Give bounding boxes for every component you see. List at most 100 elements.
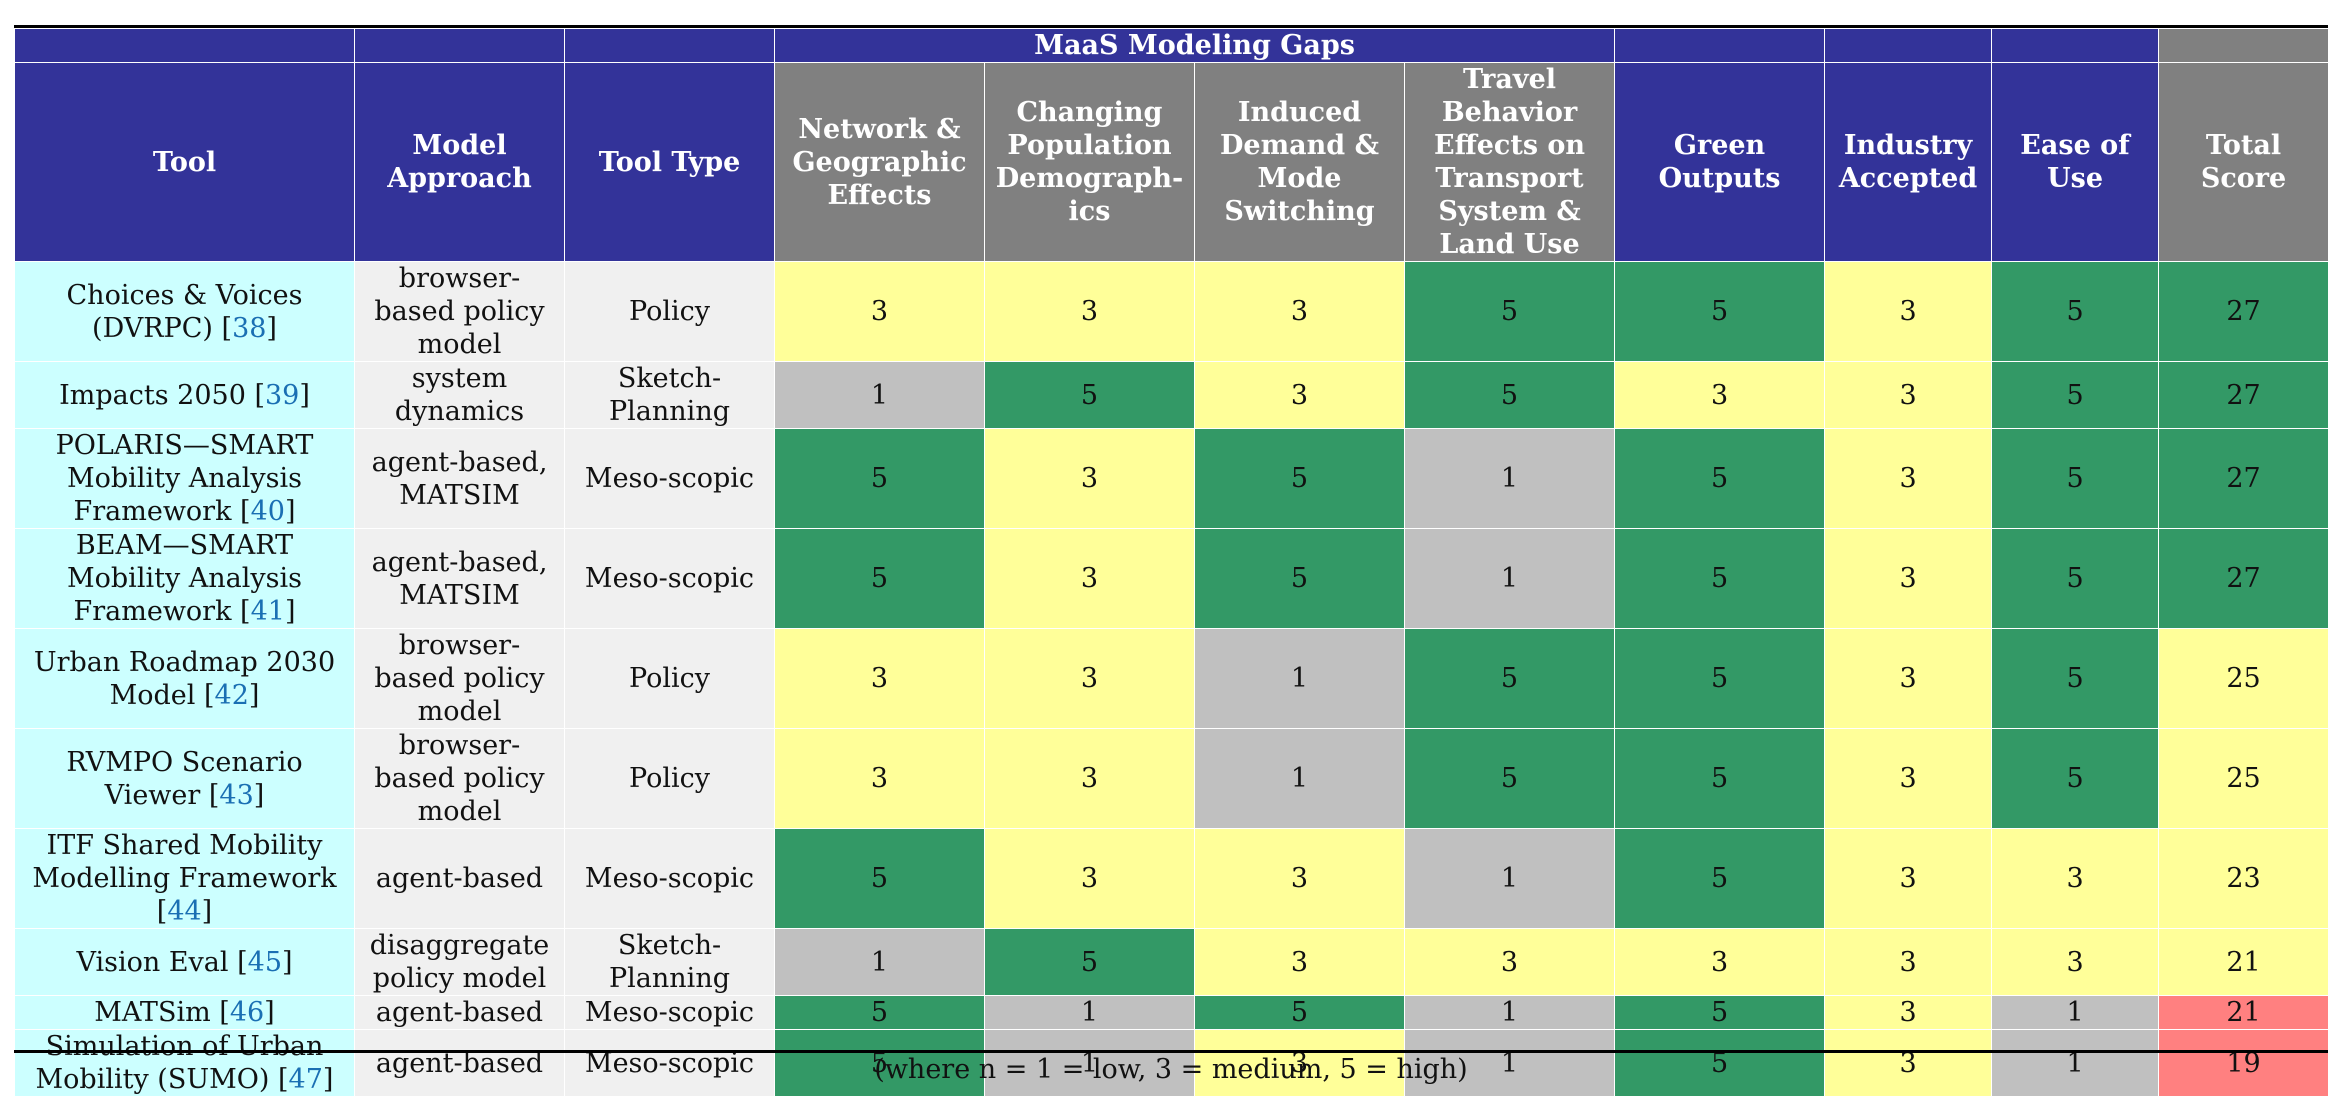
score-cell: 5: [1403, 628, 1616, 729]
table-body: Choices & Voices (DVRPC) [38] browser-bas…: [14, 261, 2330, 1097]
total-score-cell: 21: [2158, 995, 2330, 1030]
score-cell: 1: [1194, 728, 1405, 829]
table-row: Urban Roadmap 2030 Model [42] browser-bas…: [14, 628, 2330, 729]
tool-type-cell: Meso-scopic: [564, 428, 775, 529]
score-cell: 3: [1824, 628, 1993, 729]
tool-name: RVMPO Scenario Viewer: [66, 746, 303, 811]
tool-name: Choices & Voices (DVRPC): [66, 279, 303, 344]
citation-link[interactable]: 38: [232, 312, 267, 344]
citation-link[interactable]: 41: [250, 596, 285, 627]
model-approach-cell: browser-based policy model: [354, 728, 565, 829]
score-cell: 5: [1614, 261, 1826, 362]
score-cell: 3: [984, 428, 1195, 529]
tool-type-cell: Sketch-Planning: [564, 361, 775, 429]
score-cell: 3: [1824, 728, 1993, 829]
table-row: Choices & Voices (DVRPC) [38] browser-bas…: [14, 261, 2330, 362]
model-approach-cell: agent-based, MATSIM: [354, 428, 565, 529]
table-row: Impacts 2050 [39] system dynamics Sketch-P…: [14, 361, 2330, 429]
score-cell: 3: [1991, 828, 2160, 929]
table-row: POLARIS—SMART Mobility Analysis Framewor…: [14, 428, 2330, 529]
score-cell: 3: [1824, 828, 1993, 929]
score-cell: 5: [774, 828, 985, 929]
total-score-cell: 21: [2158, 928, 2330, 996]
score-cell: 5: [984, 361, 1195, 429]
score-cell: 5: [1614, 995, 1826, 1030]
score-cell: 5: [774, 995, 985, 1030]
total-score-cell: 27: [2158, 428, 2330, 529]
score-cell: 3: [984, 528, 1195, 629]
score-cell: 1: [1403, 828, 1616, 929]
group-spacer: [2158, 28, 2330, 63]
score-cell: 3: [1614, 361, 1826, 429]
group-spacer: [1991, 28, 2160, 63]
model-approach-cell: agent-based, MATSIM: [354, 528, 565, 629]
col-header-model-approach: Model Approach: [354, 62, 565, 262]
col-header-network: Network & Geographic Effects: [774, 62, 985, 262]
table-caption-bottom: (where n = 1 = low, 3 = medium, 5 = high…: [874, 1054, 1468, 1085]
total-score-cell: 27: [2158, 261, 2330, 362]
score-cell: 3: [1194, 928, 1405, 996]
citation-link[interactable]: 45: [247, 946, 282, 978]
score-cell: 3: [1824, 261, 1993, 362]
tool-name: MATSim: [94, 997, 211, 1028]
tool-name: Impacts 2050: [59, 379, 246, 411]
tool-name-cell: RVMPO Scenario Viewer [43]: [14, 728, 355, 829]
tool-name: Urban Roadmap 2030 Model: [33, 646, 336, 711]
maas-tool-comparison-table: MaaS Modeling Gaps Tool Model Approach T…: [14, 28, 2330, 1097]
tool-type-cell: Sketch-Planning: [564, 928, 775, 996]
tool-name-cell: Urban Roadmap 2030 Model [42]: [14, 628, 355, 729]
score-cell: 3: [1824, 928, 1993, 996]
citation-link[interactable]: 43: [219, 779, 254, 811]
total-score-cell: 25: [2158, 628, 2330, 729]
score-cell: 5: [1614, 728, 1826, 829]
tool-name-cell: POLARIS—SMART Mobility Analysis Framewor…: [14, 428, 355, 529]
citation-link[interactable]: 40: [250, 496, 285, 527]
score-cell: 3: [774, 728, 985, 829]
citation-link[interactable]: 44: [167, 896, 202, 927]
score-cell: 1: [1991, 995, 2160, 1030]
tool-name-cell: Impacts 2050 [39]: [14, 361, 355, 429]
tool-type-cell: Policy: [564, 728, 775, 829]
score-cell: 3: [774, 261, 985, 362]
score-cell: 3: [984, 728, 1195, 829]
citation-link[interactable]: 39: [265, 379, 300, 411]
score-cell: 5: [1194, 428, 1405, 529]
tool-name-cell: MATSim [46]: [14, 995, 355, 1030]
table-row: ITF Shared Mobility Modelling Framework …: [14, 828, 2330, 929]
score-cell: 1: [1194, 628, 1405, 729]
score-cell: 5: [1991, 528, 2160, 629]
col-header-ease-of-use: Ease of Use: [1991, 62, 2160, 262]
score-cell: 3: [984, 628, 1195, 729]
score-cell: 5: [1991, 628, 2160, 729]
tool-name: POLARIS—SMART Mobility Analysis Framewor…: [55, 430, 314, 527]
score-cell: 3: [1194, 828, 1405, 929]
score-cell: 3: [984, 261, 1195, 362]
tool-name: ITF Shared Mobility Modelling Framework: [32, 830, 337, 894]
group-spacer: [14, 28, 355, 63]
score-cell: 3: [1824, 428, 1993, 529]
score-cell: 5: [1403, 261, 1616, 362]
score-cell: 5: [1614, 428, 1826, 529]
col-header-total-score: Total Score: [2158, 62, 2330, 262]
score-cell: 5: [774, 428, 985, 529]
score-cell: 3: [1194, 361, 1405, 429]
score-cell: 5: [1614, 828, 1826, 929]
model-approach-cell: system dynamics: [354, 361, 565, 429]
score-cell: 5: [1194, 995, 1405, 1030]
score-cell: 5: [1403, 361, 1616, 429]
score-cell: 1: [1403, 428, 1616, 529]
col-header-tool-type: Tool Type: [564, 62, 775, 262]
table-row: RVMPO Scenario Viewer [43] browser-based …: [14, 728, 2330, 829]
column-header-row: Tool Model Approach Tool Type Network & …: [14, 62, 2330, 262]
model-approach-cell: disaggregate policy model: [354, 928, 565, 996]
tool-name: Vision Eval: [76, 946, 229, 978]
total-score-cell: 25: [2158, 728, 2330, 829]
tool-type-cell: Policy: [564, 628, 775, 729]
citation-link[interactable]: 42: [214, 679, 249, 711]
model-approach-cell: agent-based: [354, 995, 565, 1030]
total-score-cell: 23: [2158, 828, 2330, 929]
citation-link[interactable]: 46: [229, 997, 265, 1028]
tool-type-cell: Meso-scopic: [564, 995, 775, 1030]
score-cell: 1: [984, 995, 1195, 1030]
table-row: Vision Eval [45] disaggregate policy mode…: [14, 928, 2330, 996]
